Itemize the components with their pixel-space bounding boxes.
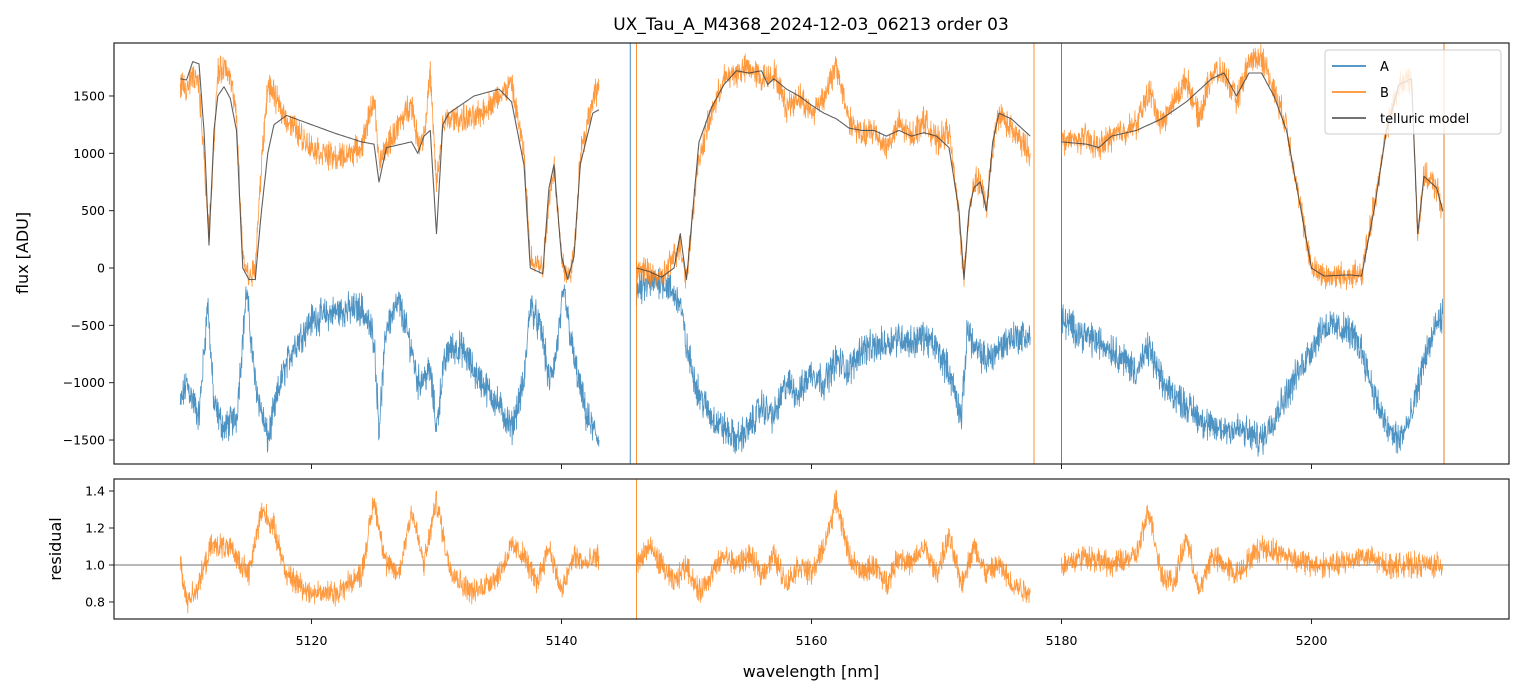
series-b-line xyxy=(179,55,600,288)
y-tick-label: 1.0 xyxy=(85,557,105,572)
series-a-line xyxy=(179,284,600,453)
series-b-line xyxy=(636,53,1031,289)
y-tick-label: 1.4 xyxy=(85,484,105,499)
series-residual-b-line xyxy=(1061,504,1444,595)
y-tick-label: 0 xyxy=(97,261,105,276)
legend-box xyxy=(1324,49,1502,135)
legend: A B telluric model xyxy=(1324,49,1502,135)
y-tick-label: 1500 xyxy=(73,88,105,103)
series-a-line xyxy=(1061,298,1444,457)
y-tick-label: 1.2 xyxy=(85,521,105,536)
series-telluric-model-line xyxy=(180,61,600,281)
x-tick-label: 5120 xyxy=(296,633,328,648)
legend-label-a: A xyxy=(1380,60,1389,75)
x-axis-label: wavelength [nm] xyxy=(743,662,880,681)
axes-frame xyxy=(113,42,1510,465)
series-a-line xyxy=(636,268,1031,454)
y-tick-label: 1000 xyxy=(73,146,105,161)
legend-label-telluric: telluric model xyxy=(1380,112,1469,127)
flux-plot-area xyxy=(179,43,1445,464)
y-tick-label: 500 xyxy=(81,203,105,218)
x-tick-label: 5160 xyxy=(796,633,828,648)
y-axis-label-residual: residual xyxy=(46,517,65,580)
series-telluric-model-line xyxy=(636,70,1031,281)
series-residual-b-line xyxy=(636,490,1031,604)
x-tick-label: 5140 xyxy=(546,633,578,648)
x-tick-label: 5200 xyxy=(1296,633,1328,648)
series-residual-b-line xyxy=(179,490,600,614)
y-tick-label: 0.8 xyxy=(85,594,105,609)
chart-title: UX_Tau_A_M4368_2024-12-03_06213 order 03 xyxy=(613,15,1009,35)
y-tick-label: −1500 xyxy=(63,433,105,448)
x-tick-label: 5180 xyxy=(1046,633,1078,648)
y-tick-label: −1000 xyxy=(63,375,105,390)
y-axis-label-flux: flux [ADU] xyxy=(13,212,32,294)
series-telluric-model-line xyxy=(1061,72,1444,277)
legend-label-b: B xyxy=(1380,86,1389,101)
residual-plot-area xyxy=(114,479,1509,619)
y-tick-label: −500 xyxy=(71,318,105,333)
